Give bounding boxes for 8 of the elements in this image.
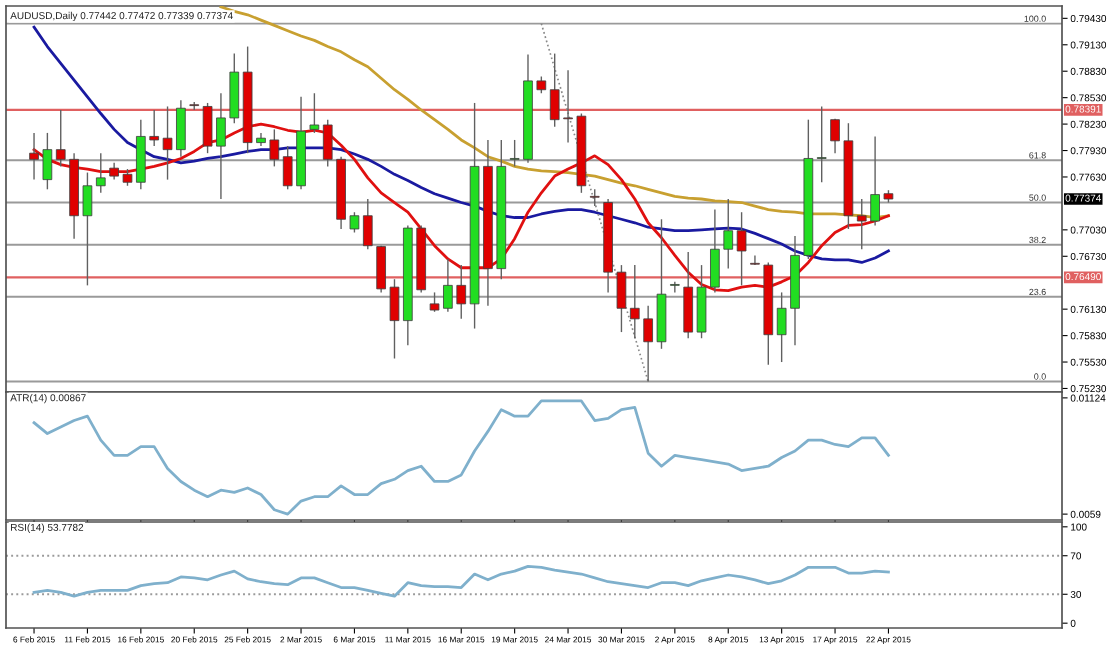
candlestick <box>95 152 106 194</box>
line-series <box>32 25 890 264</box>
candlestick <box>816 105 827 183</box>
candlestick <box>309 92 320 134</box>
candlestick <box>670 281 680 294</box>
candlestick <box>736 211 747 287</box>
line-series <box>32 564 890 598</box>
candlestick <box>362 198 373 250</box>
